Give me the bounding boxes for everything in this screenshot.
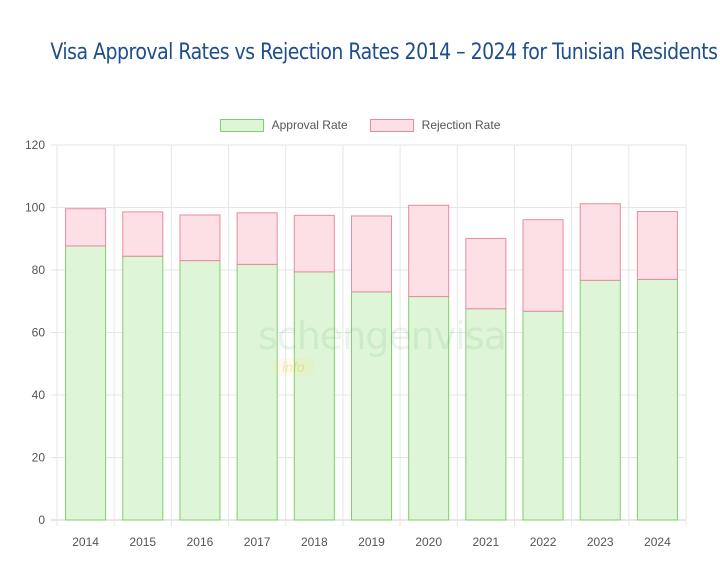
bar-rejection-2014 bbox=[65, 208, 107, 247]
bar-approval-2019 bbox=[350, 291, 393, 521]
legend: Approval Rate Rejection Rate bbox=[0, 118, 720, 132]
bar-rejection-2022 bbox=[522, 219, 564, 312]
y-tick-label: 20 bbox=[32, 451, 46, 465]
legend-swatch-rejection bbox=[369, 118, 414, 132]
legend-label-rejection: Rejection Rate bbox=[421, 118, 501, 132]
chart-title: Visa Approval Rates vs Rejection Rates 2… bbox=[50, 40, 718, 65]
bar-rejection-2016 bbox=[179, 214, 221, 262]
bar-approval-2017 bbox=[236, 263, 278, 521]
y-tick-label: 80 bbox=[32, 263, 46, 277]
bar-rejection-2023 bbox=[579, 203, 621, 281]
legend-swatch-approval bbox=[219, 118, 264, 132]
bar-approval-2022 bbox=[522, 310, 564, 521]
bar-approval-2018 bbox=[293, 271, 335, 521]
y-tick-label: 40 bbox=[32, 388, 46, 402]
x-tick-label: 2022 bbox=[530, 535, 557, 549]
y-tick-label: 60 bbox=[32, 326, 46, 340]
x-tick-label: 2018 bbox=[301, 535, 328, 549]
x-tick-label: 2023 bbox=[587, 535, 614, 549]
bar-approval-2016 bbox=[179, 260, 221, 521]
x-tick-label: 2021 bbox=[473, 535, 500, 549]
x-tick-label: 2016 bbox=[187, 535, 214, 549]
bar-approval-2014 bbox=[65, 245, 107, 521]
x-tick-label: 2015 bbox=[129, 535, 156, 549]
bar-approval-2023 bbox=[579, 279, 621, 521]
bar-rejection-2015 bbox=[122, 211, 164, 257]
x-tick-label: 2019 bbox=[358, 535, 385, 549]
x-tick-label: 2024 bbox=[644, 535, 671, 549]
bar-approval-2021 bbox=[465, 308, 507, 521]
legend-label-approval: Approval Rate bbox=[271, 118, 348, 132]
x-tick-label: 2014 bbox=[72, 535, 99, 549]
bar-approval-2015 bbox=[122, 255, 164, 521]
x-tick-label: 2017 bbox=[244, 535, 271, 549]
y-tick-label: 0 bbox=[38, 513, 45, 527]
y-tick-label: 120 bbox=[25, 138, 45, 152]
bar-rejection-2019 bbox=[350, 215, 393, 293]
bar-rejection-2024 bbox=[636, 211, 678, 280]
bar-approval-2024 bbox=[636, 278, 678, 521]
legend-item-rejection[interactable]: Rejection Rate bbox=[369, 118, 501, 132]
bar-approval-2020 bbox=[408, 296, 450, 521]
bar-rejection-2017 bbox=[236, 212, 278, 265]
bar-rejection-2021 bbox=[465, 237, 507, 310]
y-tick-label: 100 bbox=[25, 201, 45, 215]
x-tick-label: 2020 bbox=[415, 535, 442, 549]
bar-rejection-2018 bbox=[293, 214, 335, 273]
bar-rejection-2020 bbox=[408, 204, 450, 298]
legend-item-approval[interactable]: Approval Rate bbox=[219, 118, 348, 132]
